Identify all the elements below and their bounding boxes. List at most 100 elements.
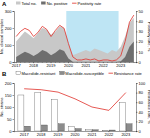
y-tick: 0 xyxy=(9,129,14,134)
x-axis: 2017201820192020202120222023 xyxy=(15,131,137,137)
y-tick-label: 150 xyxy=(5,93,12,98)
y-tick: 50 xyxy=(7,117,14,122)
y2-tick-label: 60 xyxy=(139,100,144,105)
bar xyxy=(18,95,24,131)
y-tick-label: 200 xyxy=(5,26,12,31)
y-tick-label: 100 xyxy=(5,105,12,110)
y-tick: 150 xyxy=(5,93,14,98)
bar xyxy=(69,126,75,131)
y2-tick-label: 20 xyxy=(139,119,144,124)
x-tick-label: 2023 xyxy=(116,63,126,68)
x-tick-mark xyxy=(72,62,73,64)
y2-tick-mark xyxy=(136,102,138,103)
x-tick xyxy=(24,62,25,64)
x-tick xyxy=(94,62,95,64)
x-tick-mark xyxy=(24,62,25,64)
area xyxy=(16,42,134,62)
bar xyxy=(120,102,126,131)
legend-label: Macrolide-resistant xyxy=(22,71,57,76)
y-tick-label: 200 xyxy=(5,81,12,86)
x-tick-mark xyxy=(133,62,134,64)
x-tick-mark xyxy=(90,62,91,64)
x-tick xyxy=(59,62,60,64)
x-tick xyxy=(133,62,134,64)
x-tick-mark xyxy=(59,62,60,64)
y2-tick-mark xyxy=(136,83,138,84)
y2-tick-label: 10 xyxy=(139,50,144,55)
x-tick-mark xyxy=(77,62,78,64)
y2-tick: 20 xyxy=(136,39,144,44)
legend-item: Macrolide-resistant xyxy=(16,71,56,76)
x-tick xyxy=(20,62,21,64)
x-axis: 2017201820192020202120222023 xyxy=(12,62,137,68)
x-tick-mark xyxy=(94,62,95,64)
y2-tick-mark xyxy=(136,21,138,22)
y2-tick-label: 0 xyxy=(139,60,142,65)
x-tick-mark xyxy=(55,62,56,64)
y2-tick-mark xyxy=(136,42,138,43)
y2-axis: 01020304050 xyxy=(136,9,144,65)
y2-tick: 50 xyxy=(136,9,144,14)
y2-tick: 0 xyxy=(136,60,142,65)
y2-tick: 80 xyxy=(136,90,144,95)
y2-tick-label: 100 xyxy=(139,81,146,86)
y-axis: 0100200300 xyxy=(5,9,15,65)
y2-tick-mark xyxy=(136,93,138,94)
x-tick xyxy=(42,62,43,64)
y2-tick: 40 xyxy=(136,19,144,24)
legend-item: Resistance rate xyxy=(108,71,142,76)
x-tick-mark xyxy=(42,62,43,64)
x-tick-label: 2019 xyxy=(47,63,57,68)
x-tick: 2019 xyxy=(47,62,57,68)
axis-line xyxy=(137,84,138,132)
x-tick xyxy=(107,62,108,64)
legend-label: Resistance rate xyxy=(114,71,143,76)
axis-line xyxy=(13,84,15,132)
plot-area xyxy=(18,89,132,131)
panel: 0501001502000204060801002017201820192020… xyxy=(0,71,150,138)
y-axis-title: No. clinical samples xyxy=(0,19,4,54)
line xyxy=(16,15,134,61)
legend-swatch xyxy=(41,2,46,5)
y2-tick-label: 20 xyxy=(139,39,144,44)
bar xyxy=(58,124,64,131)
x-tick: 2022 xyxy=(104,131,114,137)
x-tick-label: 2017 xyxy=(20,132,30,137)
x-tick xyxy=(125,62,126,64)
y-tick: 200 xyxy=(5,81,14,86)
y2-tick-label: 40 xyxy=(139,110,144,115)
y-tick-mark xyxy=(13,11,15,12)
x-tick-label: 2017 xyxy=(12,63,22,68)
y-tick: 200 xyxy=(5,26,14,31)
legend-item: Macrolide-susceptible xyxy=(60,71,105,76)
x-tick-mark xyxy=(37,62,38,64)
y2-tick-mark xyxy=(136,31,138,32)
legend-item: Total no. xyxy=(16,1,37,6)
bar xyxy=(86,130,92,131)
x-tick-mark xyxy=(112,62,113,64)
legend-item: Positivity rate xyxy=(72,1,102,6)
y-axis: 0 50 100 150 200 xyxy=(5,81,15,134)
plot-area xyxy=(16,11,134,62)
x-tick xyxy=(37,62,38,64)
x-tick: 2020 xyxy=(71,131,81,137)
legend-swatch xyxy=(72,3,77,4)
axis-line xyxy=(13,12,15,63)
x-tick xyxy=(72,62,73,64)
x-tick: 2021 xyxy=(81,62,91,68)
y2-tick: 100 xyxy=(136,81,146,86)
bar xyxy=(75,129,81,131)
panel: 0100200300010203040502017201820192020202… xyxy=(0,1,150,69)
panel-label: B xyxy=(2,71,7,77)
bar xyxy=(41,125,47,131)
x-tick-mark xyxy=(20,62,21,64)
figure: 0100200300010203040502017201820192020202… xyxy=(0,0,150,138)
y2-tick: 10 xyxy=(136,50,144,55)
x-tick xyxy=(129,62,130,64)
x-tick: 2017 xyxy=(12,62,22,68)
y-tick: 100 xyxy=(5,43,14,48)
x-tick: 2023 xyxy=(121,131,131,137)
x-tick-label: 2022 xyxy=(99,63,109,68)
x-tick-label: 2018 xyxy=(37,132,47,137)
y2-tick-mark xyxy=(136,112,138,113)
